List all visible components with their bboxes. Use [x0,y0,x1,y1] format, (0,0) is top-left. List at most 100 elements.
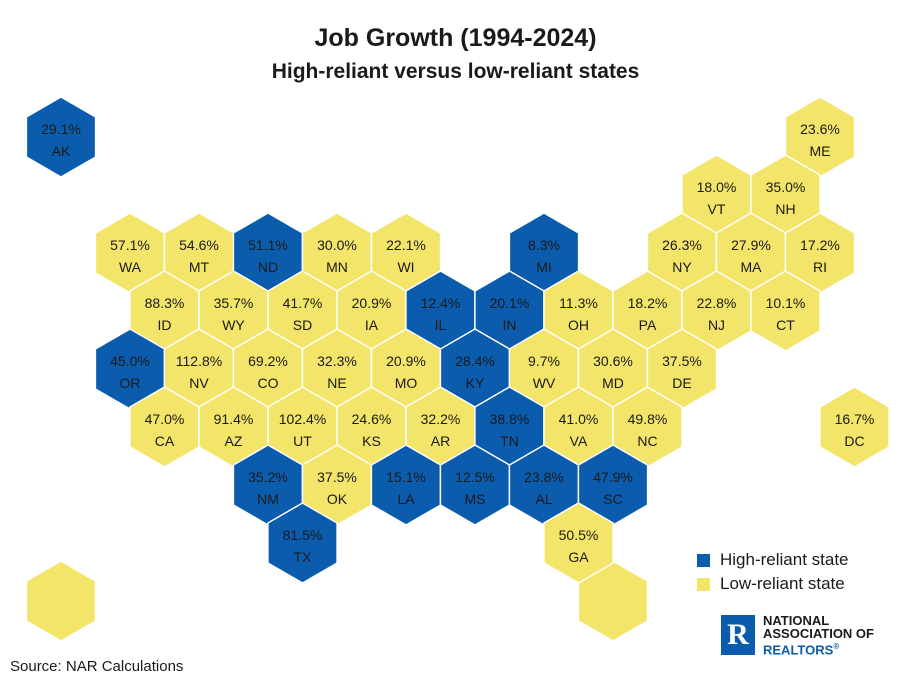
state-value-label: 30.6% [593,353,633,369]
state-value-label: 91.4% [214,411,254,427]
state-abbr-label: MS [465,491,486,507]
state-abbr-label: NH [775,201,795,217]
state-tile-vt: 18.0% VT [681,154,752,236]
state-value-label: 20.9% [352,295,392,311]
state-abbr-label: IA [365,317,379,333]
state-tile-ak: 29.1% AK [25,96,97,178]
legend-item-low: Low-reliant state [697,572,849,596]
state-abbr-label: NY [672,259,692,275]
state-abbr-label: AK [52,143,71,159]
state-value-label: 23.6% [800,121,840,137]
logo-mark-letter: R [727,618,749,652]
state-value-label: 10.1% [766,295,806,311]
realtor-r-icon: R [721,615,755,656]
state-abbr-label: PA [639,317,657,333]
state-value-label: 29.1% [41,121,81,137]
logo-line-3: REALTORS® [763,640,874,656]
state-value-label: 23.8% [524,469,564,485]
state-abbr-label: IN [503,317,517,333]
state-tile-tx: 81.5% TX [267,502,338,584]
legend-swatch-high [697,553,710,567]
blank-tile [25,560,97,642]
state-abbr-label: CO [258,375,279,391]
legend: High-reliant state Low-reliant state [697,548,849,596]
state-value-label: 51.1% [248,237,288,253]
state-hexagon [25,560,97,642]
logo-line-1: NATIONAL [763,613,830,628]
state-value-label: 12.4% [421,295,461,311]
state-abbr-label: DE [672,375,691,391]
state-value-label: 27.9% [731,237,771,253]
state-tile-sc: 47.9% SC [577,444,649,526]
state-tile-nm: 35.2% NM [232,444,304,526]
state-hexagon [819,386,890,468]
state-tile-az: 91.4% AZ [198,386,269,468]
state-abbr-label: CA [155,433,175,449]
state-tile-co: 69.2% CO [232,328,304,410]
state-hexagon [750,270,821,352]
state-abbr-label: AZ [225,433,243,449]
state-tile-ne: 32.3% NE [301,328,373,410]
state-value-label: 81.5% [283,527,323,543]
state-value-label: 35.0% [766,179,806,195]
state-value-label: 15.1% [386,469,426,485]
state-value-label: 41.7% [283,295,323,311]
state-abbr-label: ID [158,317,172,333]
state-abbr-label: CT [776,317,795,333]
state-abbr-label: VA [570,433,588,449]
state-abbr-label: RI [813,259,827,275]
nar-logo: R NATIONAL ASSOCIATION OF REALTORS® [721,614,874,656]
state-abbr-label: OH [568,317,589,333]
state-value-label: 57.1% [110,237,150,253]
state-tile-wv: 9.7% WV [508,328,580,410]
state-abbr-label: MD [602,375,624,391]
state-value-label: 112.8% [176,353,222,369]
state-value-label: 47.0% [145,411,185,427]
legend-label-low: Low-reliant state [720,574,845,593]
state-abbr-label: AR [431,433,450,449]
state-abbr-label: SC [603,491,622,507]
state-value-label: 30.0% [317,237,357,253]
state-value-label: 11.3% [559,295,598,311]
state-abbr-label: NM [257,491,279,507]
state-value-label: 102.4% [279,411,326,427]
state-value-label: 37.5% [317,469,357,485]
logo-wordmark: NATIONAL ASSOCIATION OF REALTORS® [763,614,874,656]
state-value-label: 17.2% [800,237,840,253]
state-abbr-label: ND [258,259,278,275]
state-value-label: 47.9% [593,469,633,485]
state-value-label: 20.9% [386,353,426,369]
state-abbr-label: MI [536,259,552,275]
state-value-label: 69.2% [248,353,288,369]
state-abbr-label: OR [120,375,141,391]
state-abbr-label: WY [222,317,245,333]
legend-item-high: High-reliant state [697,548,849,572]
state-hexagon [267,502,338,584]
state-value-label: 35.7% [214,295,254,311]
state-abbr-label: NC [637,433,657,449]
state-tile-mt: 54.6% MT [163,212,235,294]
legend-label-high: High-reliant state [720,550,849,569]
state-value-label: 24.6% [352,411,392,427]
legend-swatch-low [697,577,710,591]
state-value-label: 28.4% [455,353,495,369]
state-abbr-label: IL [435,317,447,333]
state-value-label: 45.0% [110,353,150,369]
state-abbr-label: OK [327,491,348,507]
state-hexagon [543,502,614,584]
state-abbr-label: KY [466,375,485,391]
state-tile-nj: 22.8% NJ [681,270,752,352]
state-abbr-label: WI [397,259,414,275]
state-value-label: 9.7% [528,353,560,369]
state-tile-dc: 16.7% DC [819,386,890,468]
state-abbr-label: NV [189,375,209,391]
state-abbr-label: VT [708,201,726,217]
state-abbr-label: LA [397,491,415,507]
logo-reg-mark: ® [833,642,840,651]
state-value-label: 16.7% [835,411,875,427]
logo-line-2: ASSOCIATION OF [763,626,874,641]
chart-subtitle: High-reliant versus low-reliant states [271,60,640,83]
state-tile-wa: 57.1% WA [94,212,166,294]
state-abbr-label: ME [810,143,831,159]
